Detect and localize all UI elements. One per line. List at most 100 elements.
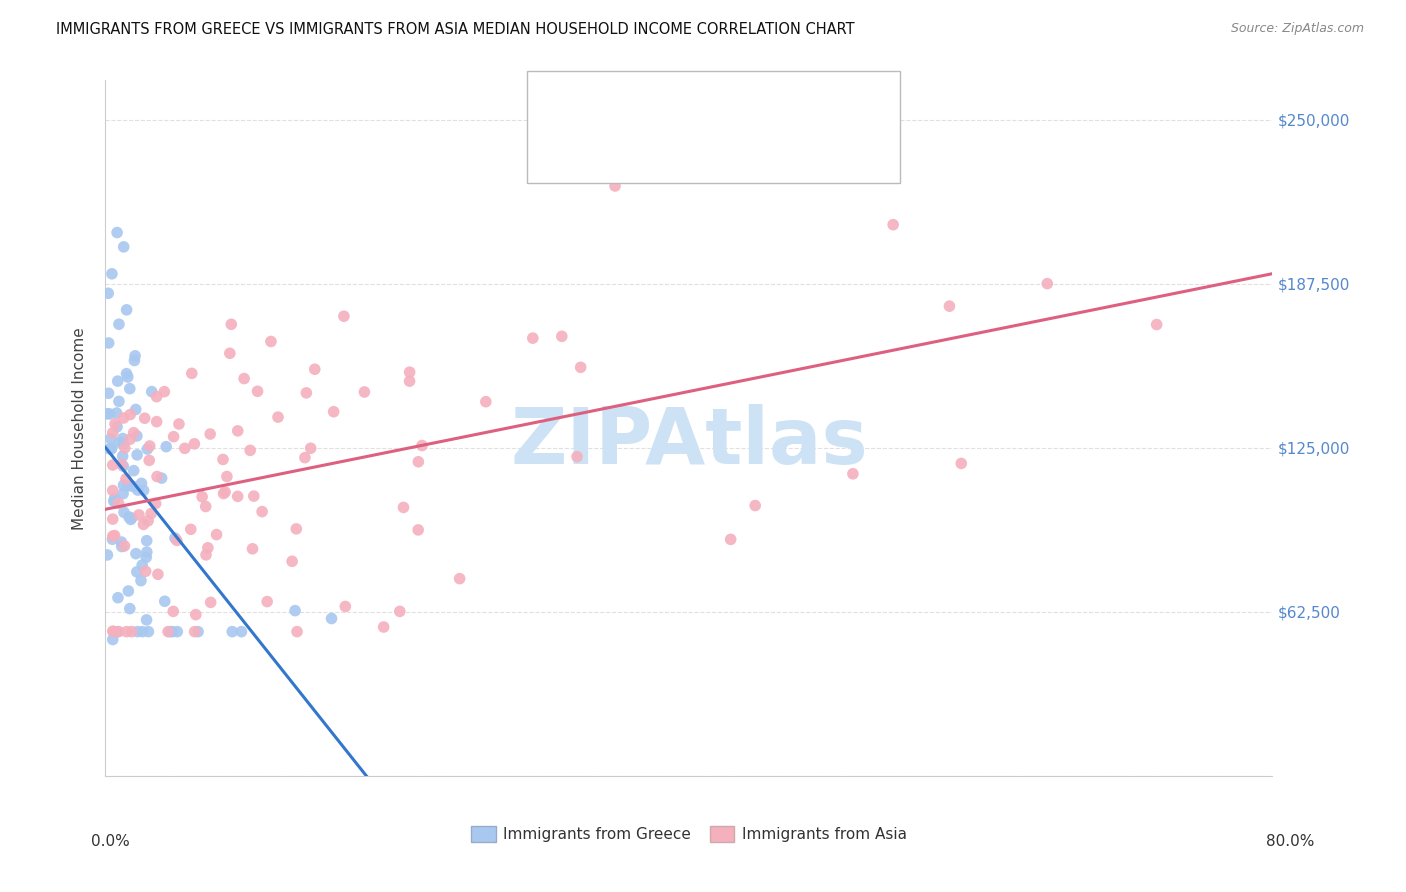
- Point: [108, 317, 131, 331]
- Point: [284, 604, 307, 618]
- Point: [139, 507, 162, 521]
- Point: [239, 443, 262, 458]
- Point: [124, 353, 146, 368]
- Point: [118, 510, 141, 524]
- Point: [285, 522, 308, 536]
- Point: [101, 533, 124, 547]
- Point: [115, 624, 138, 639]
- Point: [180, 367, 202, 381]
- Point: [138, 439, 160, 453]
- FancyBboxPatch shape: [548, 134, 579, 168]
- Point: [115, 302, 138, 317]
- Point: [173, 442, 195, 456]
- Point: [134, 411, 156, 425]
- Point: [322, 405, 344, 419]
- Point: [333, 310, 356, 324]
- Point: [294, 450, 316, 465]
- Point: [132, 483, 155, 498]
- Point: [522, 331, 544, 345]
- Point: [299, 442, 322, 456]
- Text: 0.0%: 0.0%: [91, 834, 131, 849]
- Point: [117, 370, 139, 384]
- Point: [121, 511, 143, 525]
- Point: [260, 334, 283, 349]
- Point: [221, 624, 243, 639]
- Point: [157, 624, 180, 639]
- Point: [256, 594, 278, 608]
- Point: [145, 415, 167, 429]
- Point: [112, 505, 135, 519]
- Point: [132, 517, 155, 532]
- Point: [162, 430, 184, 444]
- Text: IMMIGRANTS FROM GREECE VS IMMIGRANTS FROM ASIA MEDIAN HOUSEHOLD INCOME CORRELATI: IMMIGRANTS FROM GREECE VS IMMIGRANTS FRO…: [56, 22, 855, 37]
- Point: [112, 486, 135, 500]
- Point: [205, 527, 228, 541]
- Text: Source: ZipAtlas.com: Source: ZipAtlas.com: [1230, 22, 1364, 36]
- Point: [246, 384, 269, 399]
- Point: [285, 624, 308, 639]
- Point: [125, 402, 148, 417]
- Point: [392, 500, 415, 515]
- Point: [129, 574, 152, 588]
- Point: [398, 365, 420, 379]
- Point: [214, 484, 236, 499]
- Point: [120, 512, 142, 526]
- Point: [114, 441, 136, 455]
- Point: [104, 491, 127, 506]
- Point: [101, 267, 124, 281]
- Point: [373, 620, 395, 634]
- Point: [103, 493, 125, 508]
- Point: [200, 595, 222, 609]
- Point: [219, 318, 242, 332]
- Point: [166, 533, 188, 548]
- Point: [135, 533, 157, 548]
- Point: [114, 539, 136, 553]
- Point: [183, 624, 205, 639]
- Point: [153, 384, 176, 399]
- Point: [100, 442, 122, 456]
- Point: [938, 299, 960, 313]
- Point: [127, 448, 149, 462]
- Point: [127, 624, 149, 639]
- Point: [295, 385, 318, 400]
- Point: [180, 522, 202, 536]
- Point: [737, 144, 759, 158]
- Point: [194, 500, 217, 514]
- Point: [101, 512, 124, 526]
- Text: 80: 80: [801, 95, 825, 112]
- Point: [97, 386, 120, 401]
- Point: [108, 394, 131, 409]
- Point: [128, 508, 150, 522]
- Point: [145, 496, 167, 510]
- Point: [166, 624, 188, 639]
- Point: [406, 523, 429, 537]
- Point: [136, 514, 159, 528]
- Point: [131, 558, 153, 573]
- Point: [98, 407, 121, 421]
- Point: [153, 594, 176, 608]
- Point: [122, 425, 145, 440]
- Point: [136, 442, 159, 456]
- Point: [231, 624, 253, 639]
- Point: [353, 384, 375, 399]
- Point: [135, 564, 157, 578]
- Point: [212, 452, 235, 467]
- Point: [120, 432, 142, 446]
- Text: 103: 103: [801, 142, 837, 160]
- Point: [135, 545, 157, 559]
- Point: [475, 394, 498, 409]
- Point: [105, 419, 128, 434]
- Point: [321, 611, 343, 625]
- Point: [138, 624, 160, 639]
- Point: [198, 427, 221, 442]
- Legend: Immigrants from Greece, Immigrants from Asia: Immigrants from Greece, Immigrants from …: [465, 821, 912, 848]
- Point: [124, 349, 146, 363]
- Point: [141, 384, 163, 399]
- Point: [212, 486, 235, 500]
- Point: [127, 483, 149, 497]
- Point: [197, 541, 219, 555]
- Point: [195, 548, 218, 562]
- Point: [267, 410, 290, 425]
- Point: [98, 442, 121, 456]
- Point: [107, 591, 129, 605]
